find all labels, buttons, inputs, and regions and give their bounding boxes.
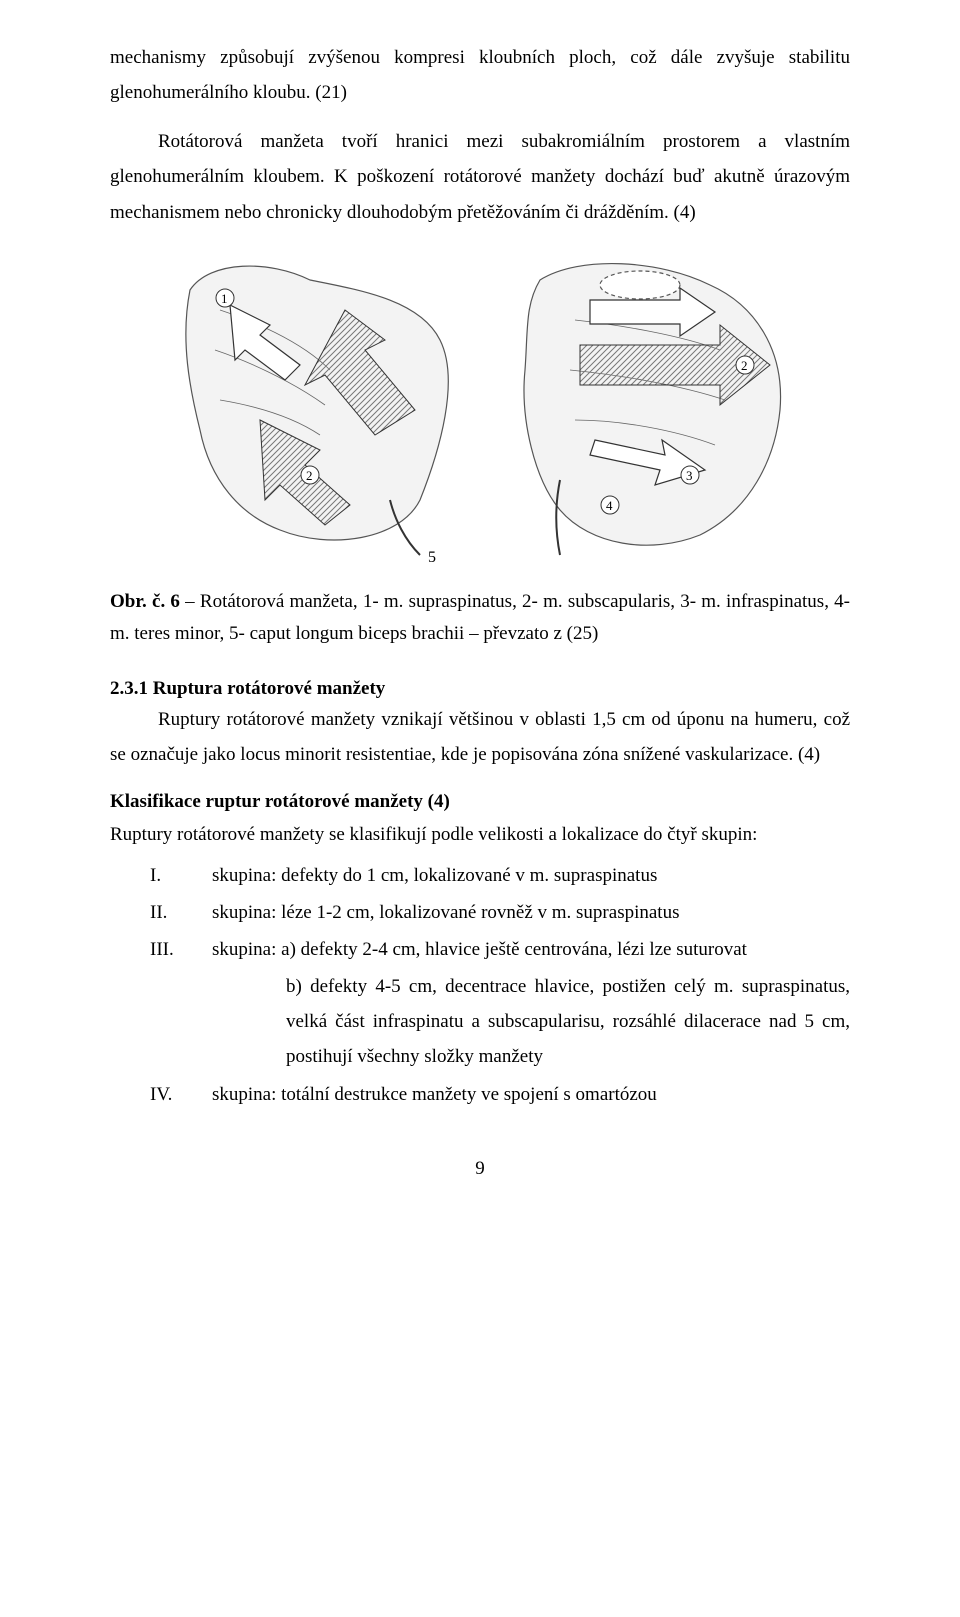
classification-list: I. skupina: defekty do 1 cm, lokalizovan… — [110, 858, 850, 1112]
label-2-left: 2 — [301, 466, 319, 484]
document-page: mechanismy způsobují zvýšenou kompresi k… — [0, 0, 960, 1220]
label-2-right: 2 — [736, 356, 754, 374]
roman-I: I. — [110, 858, 212, 893]
diagram-left-anterior: 5 1 2 — [186, 266, 448, 566]
svg-text:3: 3 — [686, 468, 693, 483]
label-5-left: 5 — [428, 549, 436, 566]
list-item-I: I. skupina: defekty do 1 cm, lokalizovan… — [110, 858, 850, 893]
svg-text:4: 4 — [606, 498, 613, 513]
item-text-IIIa: skupina: a) defekty 2-4 cm, hlavice ješt… — [212, 932, 850, 967]
paragraph-2: Rotátorová manžeta tvoří hranici mezi su… — [110, 124, 850, 229]
roman-II: II. — [110, 895, 212, 930]
paragraph-3: Ruptury rotátorové manžety vznikají větš… — [110, 702, 850, 772]
list-item-IIIa: III. skupina: a) defekty 2-4 cm, hlavice… — [110, 932, 850, 967]
list-intro: Ruptury rotátorové manžety se klasifikuj… — [110, 817, 850, 852]
svg-text:1: 1 — [221, 291, 228, 306]
diagram-right-posterior: 2 3 4 — [524, 263, 781, 554]
svg-text:2: 2 — [741, 358, 748, 373]
list-item-II: II. skupina: léze 1-2 cm, lokalizované r… — [110, 895, 850, 930]
item-text-IV: skupina: totální destrukce manžety ve sp… — [212, 1077, 850, 1112]
figure-caption: Obr. č. 6 – Rotátorová manžeta, 1- m. su… — [110, 586, 850, 651]
roman-III: III. — [110, 932, 212, 967]
rotator-cuff-diagram: 5 1 2 — [160, 250, 800, 570]
page-number: 9 — [110, 1158, 850, 1180]
label-4-right: 4 — [601, 496, 619, 514]
label-1-left: 1 — [216, 289, 234, 307]
subheading-classification: Klasifikace ruptur rotátorové manžety (4… — [110, 791, 850, 813]
roman-IV: IV. — [110, 1077, 212, 1112]
figure-area: 5 1 2 — [110, 250, 850, 570]
list-item-IIIb: b) defekty 4-5 cm, decentrace hlavice, p… — [110, 969, 850, 1074]
caption-label: Obr. č. 6 — [110, 591, 180, 612]
paragraph-1: mechanismy způsobují zvýšenou kompresi k… — [110, 40, 850, 110]
supraspinatus-outline — [600, 271, 680, 299]
item-text-II: skupina: léze 1-2 cm, lokalizované rovně… — [212, 895, 850, 930]
item-text-I: skupina: defekty do 1 cm, lokalizované v… — [212, 858, 850, 893]
svg-text:2: 2 — [306, 468, 313, 483]
caption-text: – Rotátorová manžeta, 1- m. supraspinatu… — [110, 591, 850, 644]
item-text-IIIb: b) defekty 4-5 cm, decentrace hlavice, p… — [212, 969, 850, 1074]
section-heading-231: 2.3.1 Ruptura rotátorové manžety — [110, 678, 850, 700]
list-item-IV: IV. skupina: totální destrukce manžety v… — [110, 1077, 850, 1112]
label-3-right: 3 — [681, 466, 699, 484]
